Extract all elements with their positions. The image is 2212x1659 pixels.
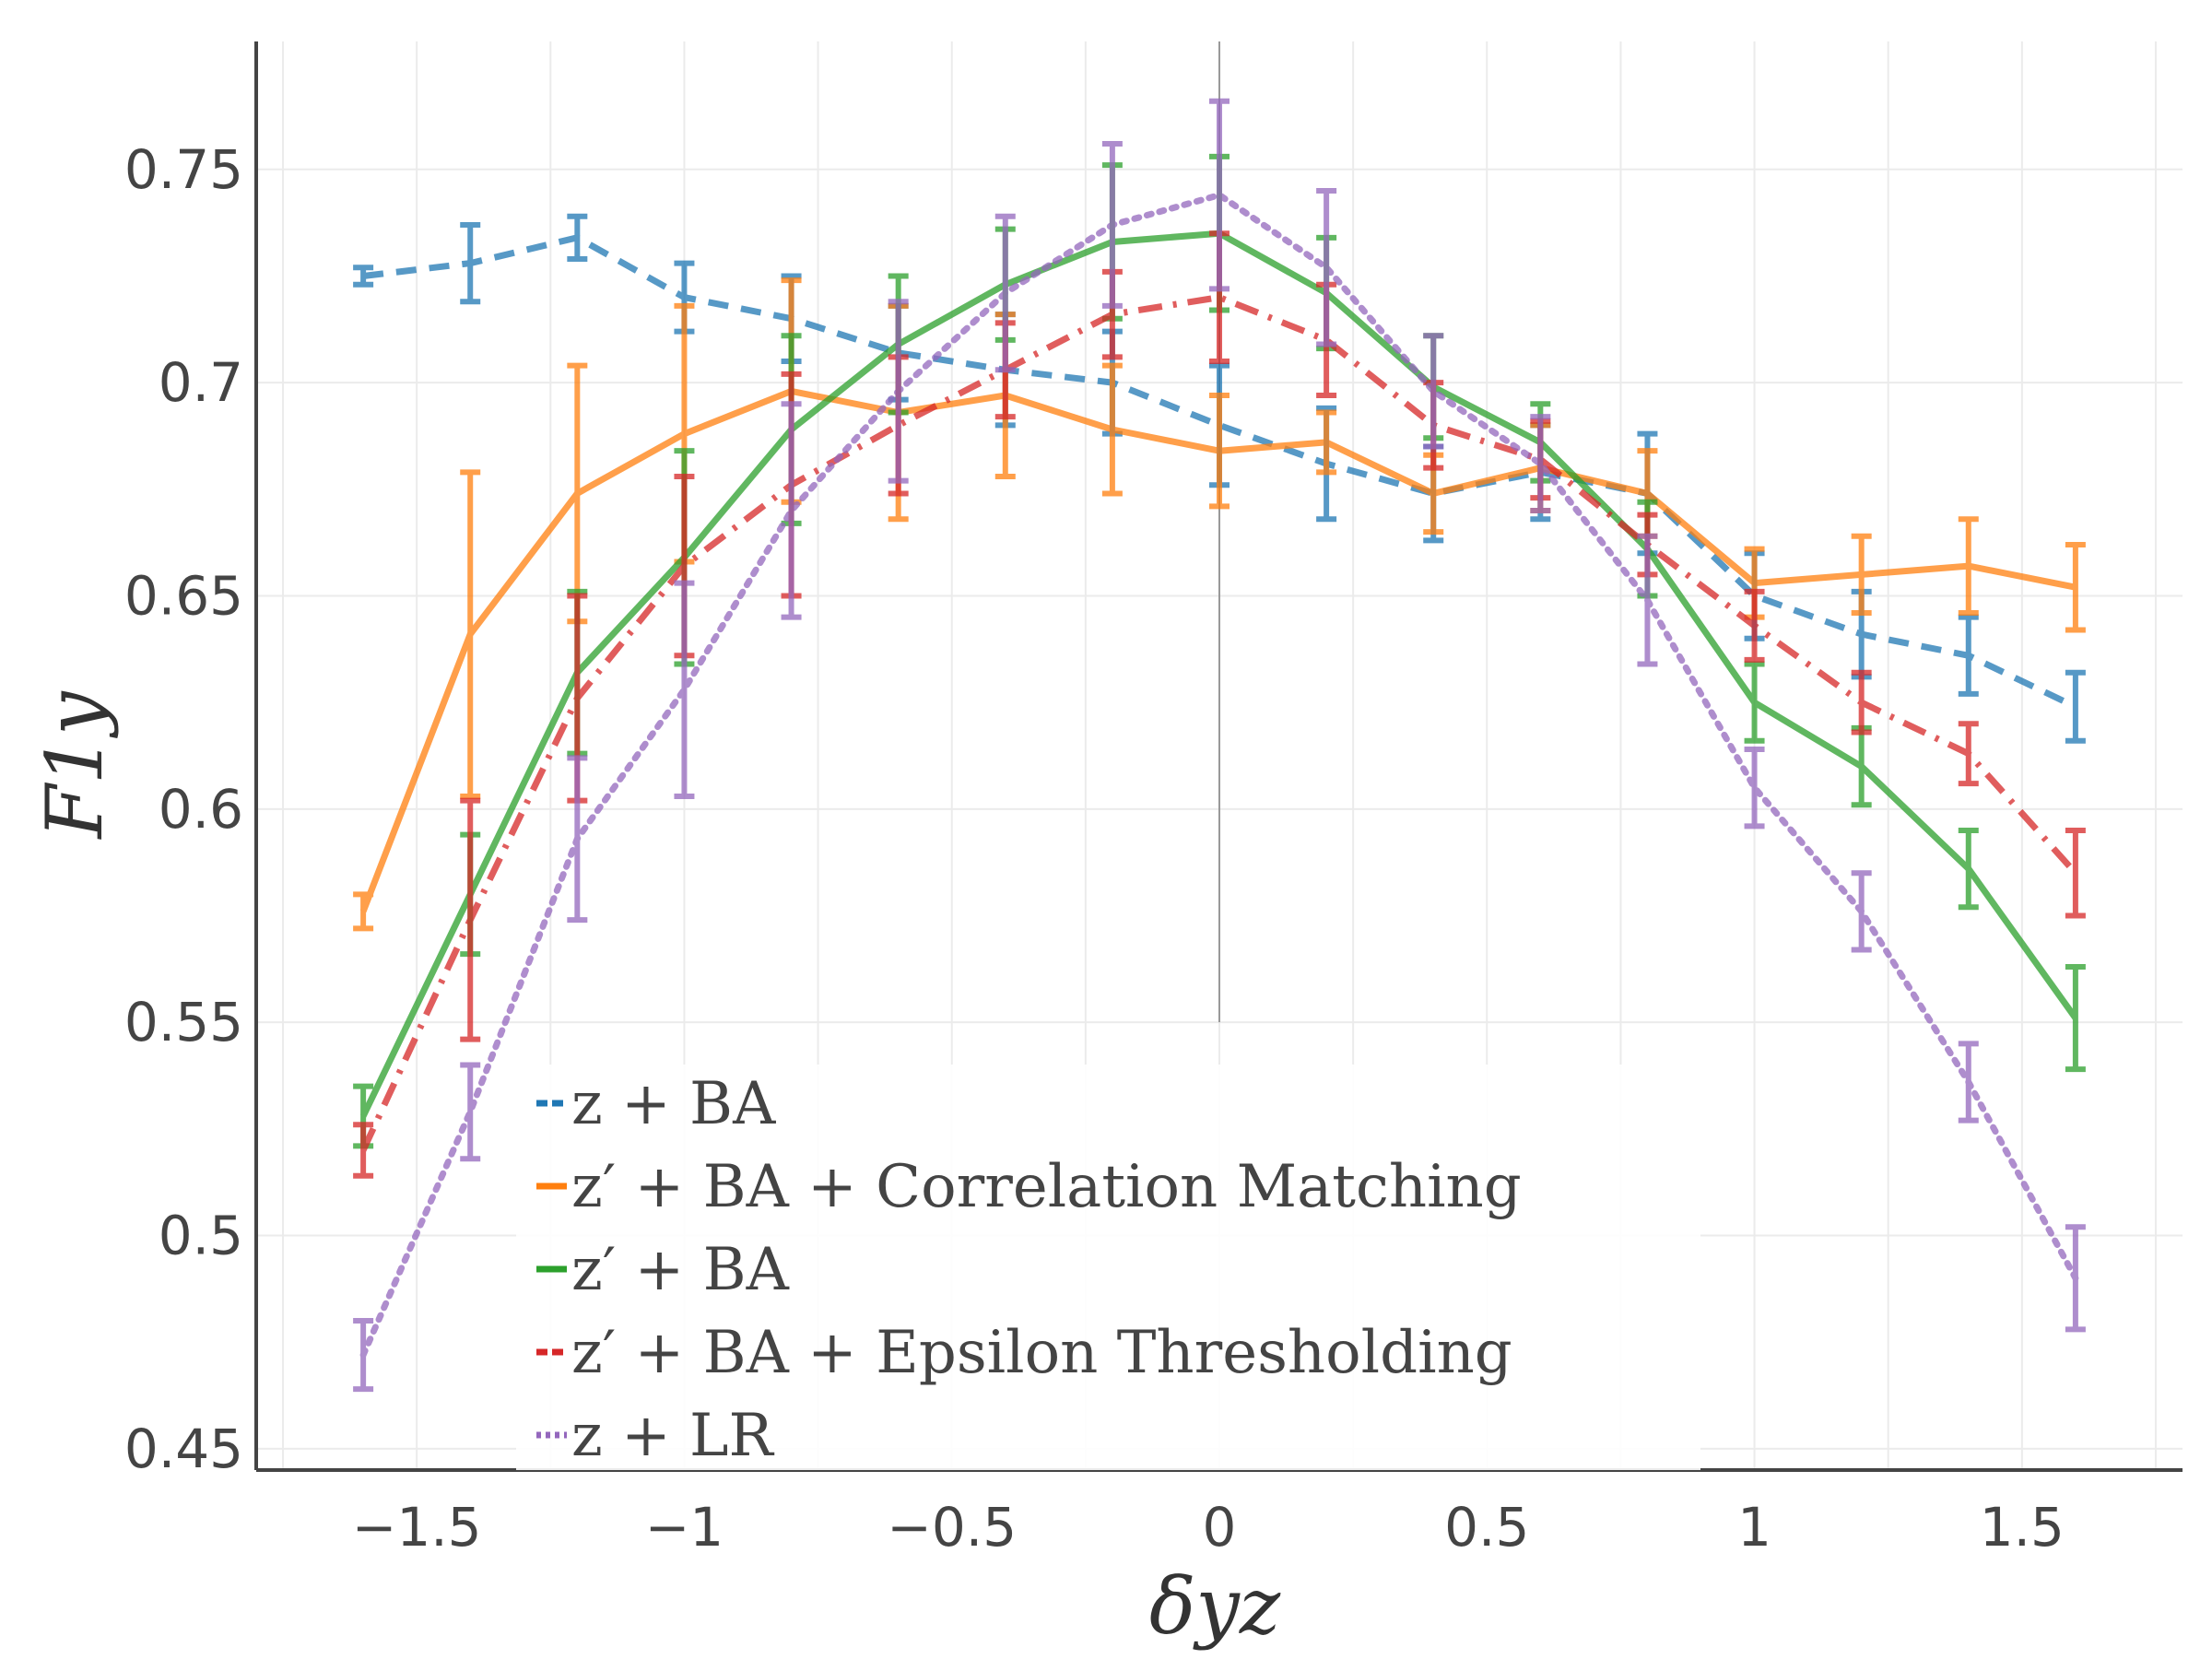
series-line bbox=[359, 294, 2078, 1152]
series-line bbox=[359, 192, 2079, 1359]
legend-label: z + LR bbox=[571, 1402, 775, 1470]
x-tick-label: 0 bbox=[1203, 1496, 1237, 1559]
x-tick-label: 1.5 bbox=[1980, 1496, 2065, 1559]
legend-label: z′ + BA + Epsilon Thresholding bbox=[571, 1319, 1512, 1387]
y-axis-title: F1y bbox=[29, 690, 120, 841]
y-tick-label: 0.6 bbox=[159, 778, 243, 841]
legend: z + BA z′ + BA + Correlation Matching z′ +… bbox=[516, 1065, 1700, 1470]
x-tick-label: 1 bbox=[1737, 1496, 1771, 1559]
x-axis-title: δyz bbox=[1149, 1561, 1281, 1652]
series-line bbox=[362, 234, 2077, 710]
legend-box bbox=[516, 1065, 1700, 1470]
series-5 bbox=[353, 98, 2086, 1393]
x-tick-label: −0.5 bbox=[887, 1496, 1017, 1559]
legend-label: z′ + BA bbox=[571, 1236, 790, 1304]
x-tick-label: −1 bbox=[645, 1496, 724, 1559]
x-tick-label: −1.5 bbox=[352, 1496, 482, 1559]
series-line bbox=[359, 387, 2077, 913]
y-tick-label: 0.7 bbox=[159, 351, 243, 414]
tick-labels: −1.5 −1 −0.5 0 0.5 1 1.5 0.45 0.5 0.55 0.6 0.65 0.7 0… bbox=[124, 138, 2065, 1559]
y-tick-label: 0.55 bbox=[124, 991, 243, 1053]
legend-label: z′ + BA + Correlation Matching bbox=[571, 1153, 1522, 1221]
x-tick-label: 0.5 bbox=[1444, 1496, 1529, 1559]
legend-label: z + BA bbox=[571, 1070, 776, 1138]
series-layer bbox=[353, 98, 2086, 1393]
y-tick-label: 0.5 bbox=[159, 1205, 243, 1267]
y-tick-label: 0.75 bbox=[124, 138, 243, 201]
y-tick-label: 0.45 bbox=[124, 1418, 243, 1480]
y-tick-label: 0.65 bbox=[124, 564, 243, 627]
